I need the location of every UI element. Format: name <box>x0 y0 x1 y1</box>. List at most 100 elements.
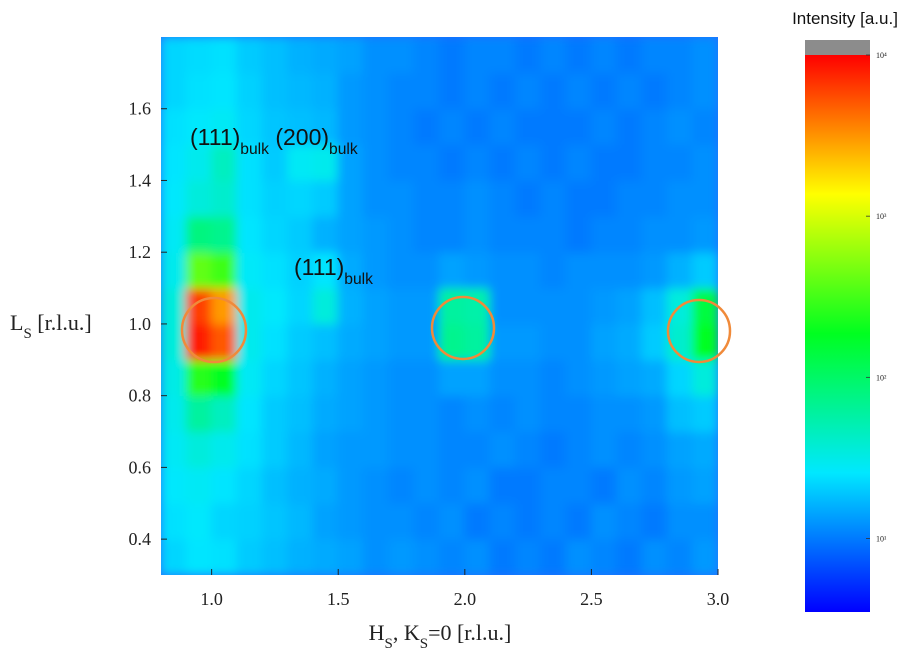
heatmap-cell <box>616 502 643 540</box>
heatmap-cell <box>236 323 263 361</box>
heatmap-cell <box>287 144 314 181</box>
heatmap-cell <box>363 287 390 325</box>
heatmap-cell <box>514 538 542 575</box>
heatmap-cell <box>211 359 238 397</box>
heatmap-cell <box>312 502 339 540</box>
heatmap-cell <box>565 359 592 397</box>
heatmap-cell <box>236 466 263 504</box>
heatmap-cell <box>413 395 440 433</box>
heatmap-cell <box>616 538 643 575</box>
heatmap-cell <box>363 144 390 181</box>
heatmap-cell <box>565 466 592 504</box>
heatmap-cell <box>161 251 187 289</box>
heatmap-cell <box>211 144 238 181</box>
heatmap-cell <box>161 179 187 217</box>
heatmap-cell <box>489 502 516 540</box>
heatmap-cell <box>413 431 440 468</box>
heatmap-cell <box>464 251 491 289</box>
heatmap-cell <box>236 108 263 146</box>
annotation: (111)bulk <box>294 254 373 288</box>
heatmap-cell <box>489 37 516 74</box>
heatmap-cell <box>439 251 466 289</box>
heatmap-cell <box>666 502 694 540</box>
heatmap-cell <box>666 466 694 504</box>
heatmap-cell <box>489 72 516 110</box>
heatmap-cell <box>666 215 694 253</box>
heatmap-cell <box>692 323 718 361</box>
heatmap-cell <box>388 144 415 181</box>
heatmap-cell <box>312 466 339 504</box>
heatmap-cell <box>413 179 440 217</box>
heatmap-cell <box>211 431 238 468</box>
heatmap-cell <box>211 287 238 325</box>
heatmap-cell <box>211 108 238 146</box>
heatmap-cell <box>413 502 440 540</box>
text-part: , K <box>393 620 420 645</box>
heatmap-cell <box>337 538 365 575</box>
heatmap-cell <box>337 431 365 468</box>
heatmap-cell <box>287 359 314 397</box>
heatmap-cell <box>236 179 263 217</box>
y-tick-label: 0.4 <box>129 529 152 549</box>
heatmap-cell <box>388 359 415 397</box>
heatmap-cell <box>439 72 466 110</box>
heatmap-cell <box>287 37 314 74</box>
heatmap-cell <box>312 108 339 146</box>
heatmap-cell <box>337 251 365 289</box>
heatmap-cell <box>261 538 289 575</box>
heatmap-cell <box>565 37 592 74</box>
heatmap-cell <box>692 251 718 289</box>
heatmap-cell <box>236 395 263 433</box>
heatmap-cell <box>185 359 213 397</box>
heatmap-cell <box>514 395 542 433</box>
heatmap-cell <box>464 359 491 397</box>
heatmap-cell <box>464 395 491 433</box>
heatmap-cell <box>692 538 718 575</box>
heatmap-cell <box>287 108 314 146</box>
heatmap-cell <box>287 466 314 504</box>
heatmap-cell <box>464 431 491 468</box>
heatmap-cell <box>287 323 314 361</box>
heatmap-cell <box>185 466 213 504</box>
heatmap-cell <box>287 395 314 433</box>
heatmap-cell <box>489 108 516 146</box>
heatmap-cell <box>439 215 466 253</box>
heatmap-cell <box>363 215 390 253</box>
y-tick-label: 0.8 <box>129 386 152 406</box>
heatmap-cell <box>489 251 516 289</box>
subscript: S <box>385 636 393 652</box>
heatmap-cell <box>363 466 390 504</box>
heatmap-cell <box>261 215 289 253</box>
heatmap-cell <box>413 359 440 397</box>
heatmap-cell <box>363 323 390 361</box>
heatmap-cell <box>185 251 213 289</box>
peak-markers <box>180 295 732 364</box>
heatmap-cell <box>692 431 718 468</box>
heatmap-cell <box>590 395 618 433</box>
heatmap-cell <box>616 251 643 289</box>
heatmap-cell <box>287 287 314 325</box>
heatmap-cell <box>337 323 365 361</box>
heatmap-cell <box>236 37 263 74</box>
heatmap-cell <box>514 323 542 361</box>
heatmap-cell <box>616 37 643 74</box>
heatmap-cell <box>388 466 415 504</box>
heatmap-cell <box>185 287 213 325</box>
heatmap-cell <box>337 108 365 146</box>
colorbar-tick-label: 10⁴ <box>876 51 887 60</box>
heatmap-cell <box>540 215 567 253</box>
heatmap-cell <box>590 72 618 110</box>
heatmap-cell <box>236 72 263 110</box>
heatmap-cell <box>692 395 718 433</box>
heatmap-cell <box>413 215 440 253</box>
heatmap-cell <box>287 179 314 217</box>
heatmap-cell <box>388 431 415 468</box>
heatmap-cell <box>616 72 643 110</box>
colorbar-tick-label: 10³ <box>876 212 887 221</box>
y-tick-label: 1.2 <box>129 242 152 262</box>
heatmap-cell <box>590 502 618 540</box>
x-tick-label: 1.0 <box>200 589 223 609</box>
y-tick-label: 1.4 <box>129 170 152 190</box>
heatmap-cell <box>692 144 718 181</box>
